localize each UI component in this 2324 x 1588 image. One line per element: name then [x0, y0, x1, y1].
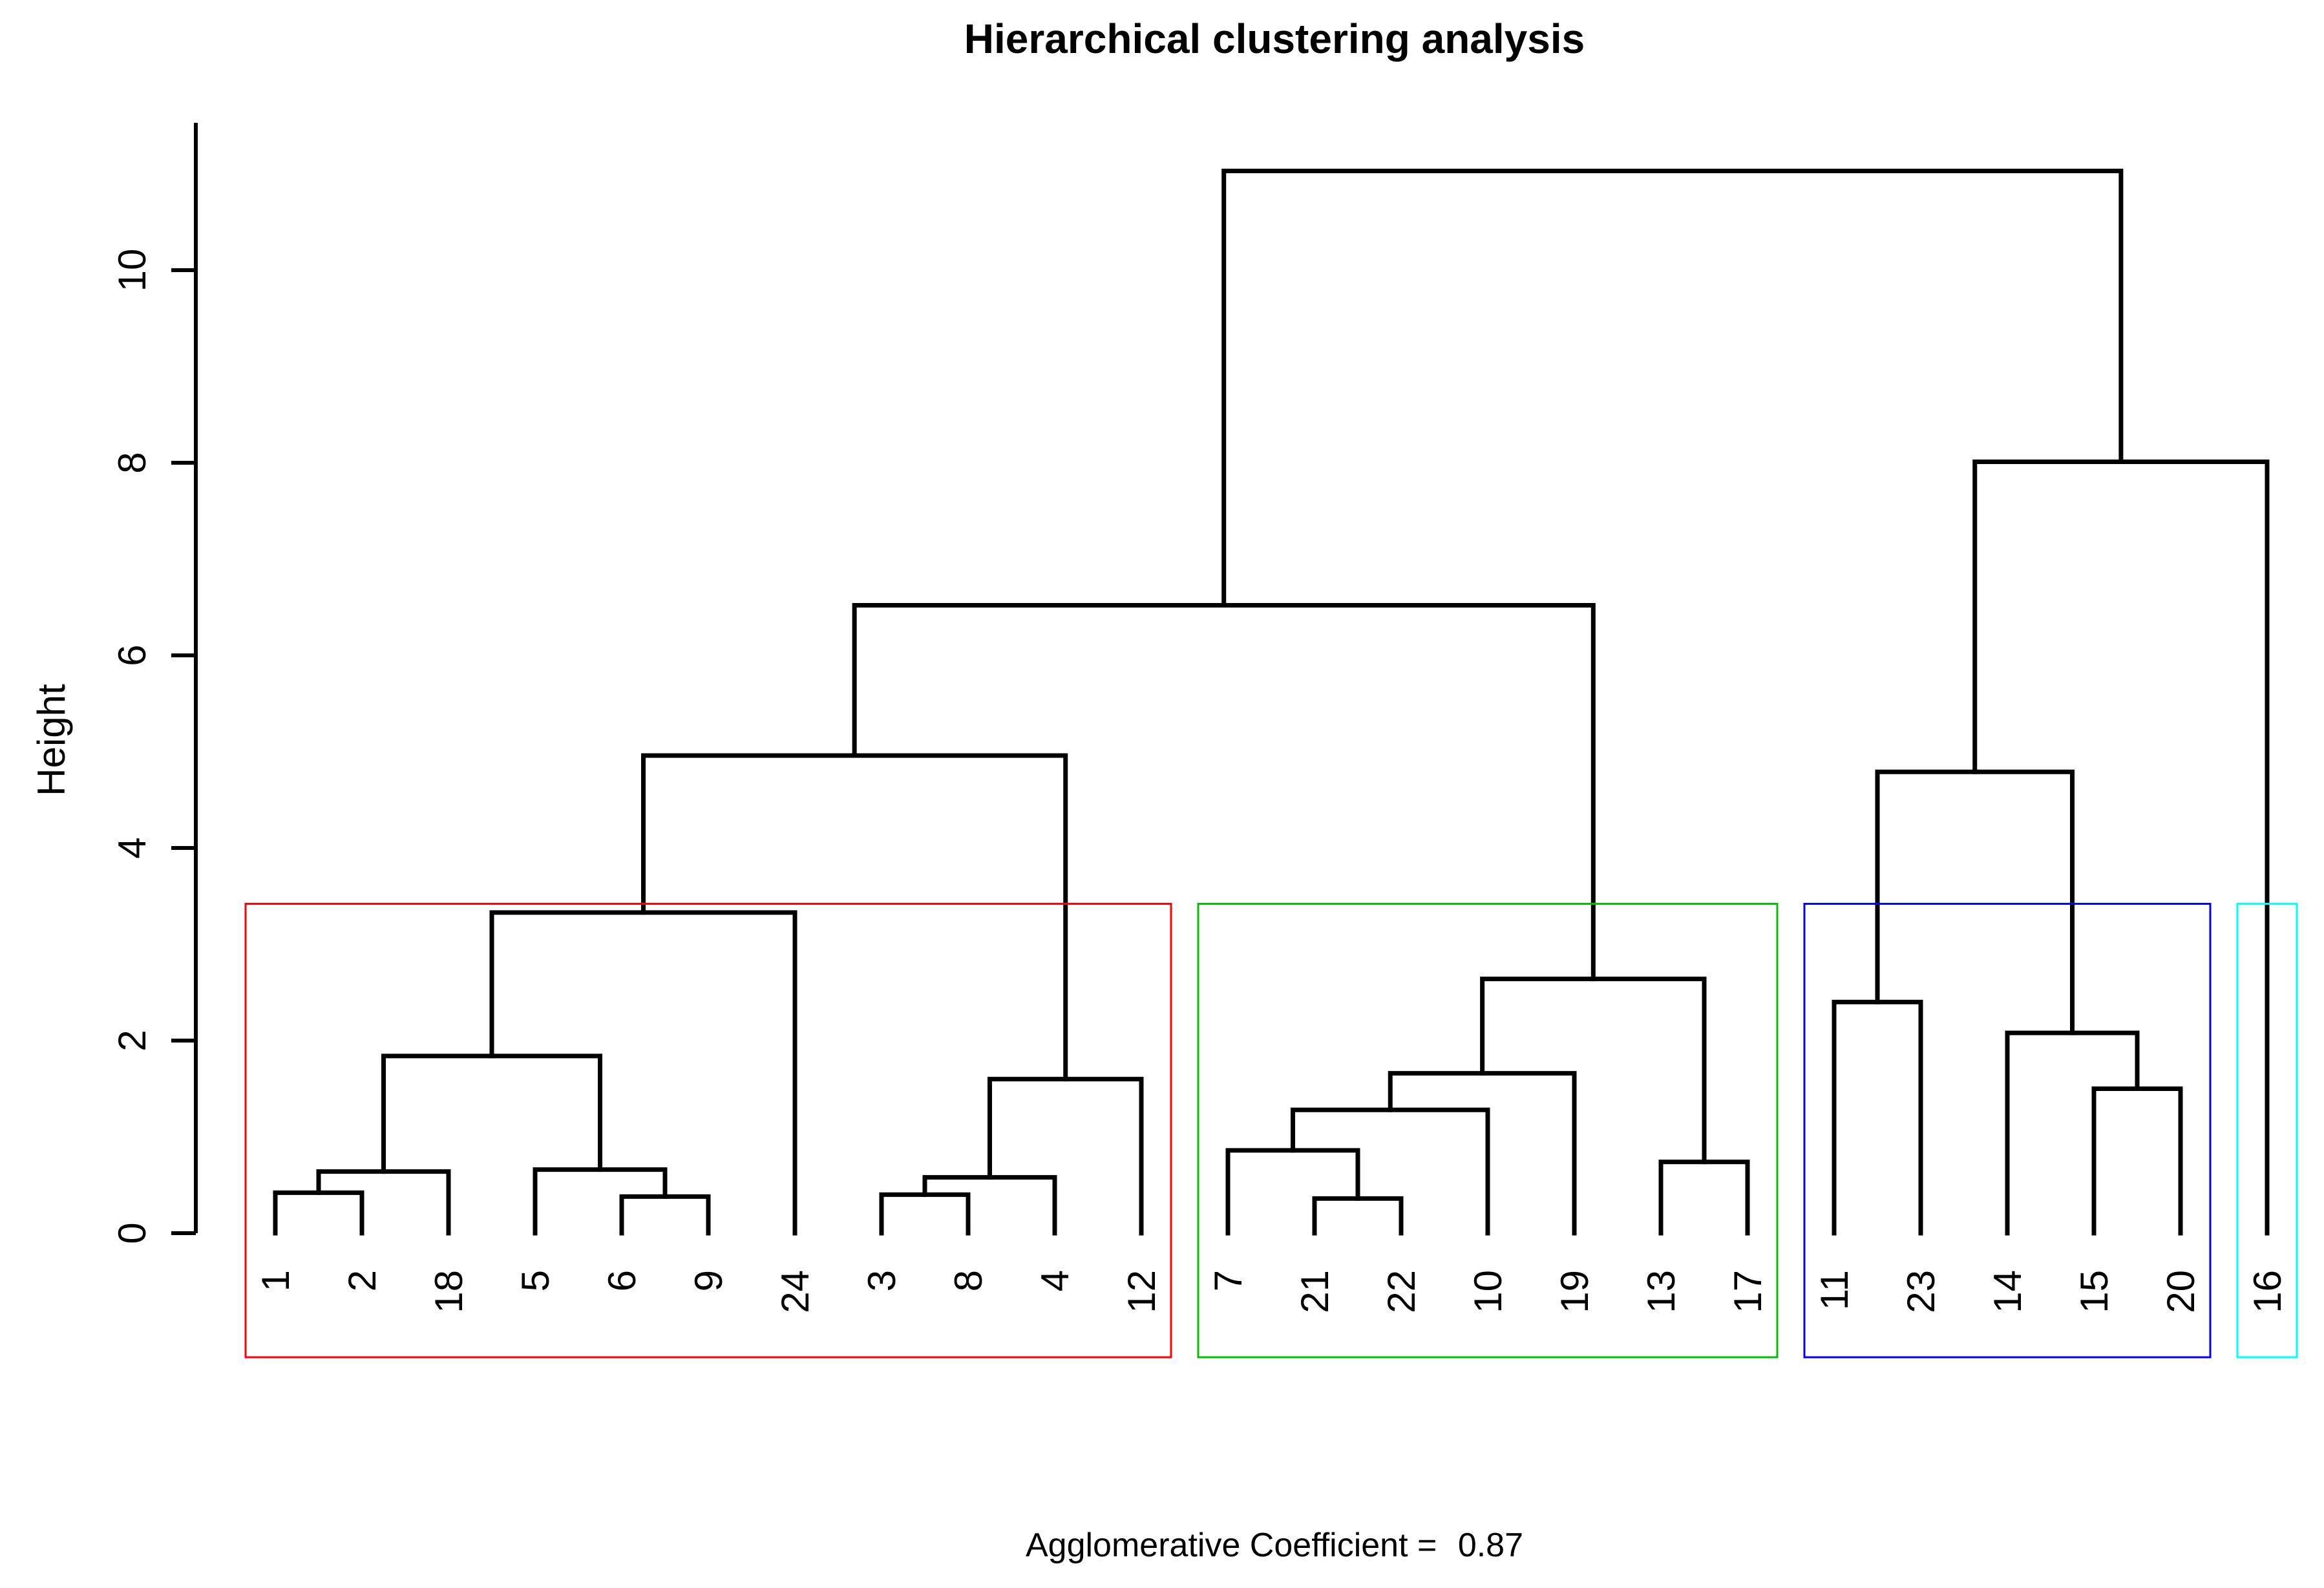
- leaf-label: 10: [1466, 1270, 1510, 1313]
- cluster-box-cluster-4: [2236, 902, 2298, 1359]
- dendrogram-branch-m20: [2005, 1030, 2140, 1236]
- dendrogram-branch-m16: [1480, 977, 1707, 1165]
- leaf-label: 20: [2159, 1270, 2203, 1313]
- leaf-labels: 1 2 18 5 6 9 24 3 8 4 12 7 21 22 10 19 13 17 11 23 14 15 20 16: [254, 1270, 2289, 1313]
- leaf-label: 5: [514, 1270, 557, 1291]
- dendrogram-branch-m14: [1388, 1071, 1577, 1236]
- leaf-label: 13: [1640, 1270, 1683, 1313]
- leaf-label: 12: [1120, 1270, 1163, 1313]
- leaf-label: 3: [860, 1270, 903, 1291]
- dendrogram-branch-m10: [641, 753, 1068, 1082]
- y-tick-label: 2: [111, 1030, 154, 1051]
- leaf-label: 6: [600, 1270, 644, 1291]
- leaf-label: 4: [1033, 1270, 1077, 1291]
- dendrogram-branch-m19: [2091, 1086, 2183, 1236]
- dendrogram-branch-m21: [1875, 769, 2075, 1035]
- leaf-label: 18: [427, 1270, 470, 1313]
- leaf-label: 21: [1293, 1270, 1336, 1313]
- dendrogram-branch-m12: [1225, 1148, 1360, 1236]
- dendrogram-branches: [273, 169, 2270, 1236]
- dendrogram-branch-m11: [1312, 1196, 1404, 1236]
- dendrogram-branch-m4: [533, 1167, 668, 1236]
- y-tick-label: 0: [111, 1222, 154, 1244]
- dendrogram-branch-m15: [1658, 1159, 1750, 1236]
- dendrogram-branch-m1: [273, 1190, 364, 1236]
- agglomerative-coefficient-label: Agglomerative Coefficient =: [1026, 1527, 1437, 1564]
- leaf-label: 15: [2073, 1270, 2116, 1313]
- chart-title: Hierarchical clustering analysis: [964, 16, 1585, 62]
- dendrogram-branch-m7: [879, 1192, 971, 1236]
- dendrogram-branch-m18: [1832, 999, 1923, 1236]
- leaf-label: 7: [1207, 1270, 1250, 1291]
- leaf-label: 22: [1380, 1270, 1423, 1313]
- y-tick-label: 4: [111, 837, 154, 858]
- dendrogram-branch-m5: [381, 1053, 602, 1174]
- cluster-box-cluster-2: [1197, 902, 1779, 1359]
- dendrogram-branch-m23: [1221, 169, 2124, 608]
- dendrogram-branch-m9: [988, 1077, 1144, 1236]
- dendrogram-branch-m13: [1291, 1107, 1490, 1236]
- y-axis: 0 2 4 6 8 10: [111, 123, 198, 1244]
- leaf-label: 2: [341, 1270, 384, 1291]
- y-tick-label: 8: [111, 452, 154, 473]
- y-axis-label: Height: [30, 684, 73, 796]
- agglomerative-coefficient-caption: Agglomerative Coefficient = 0.87: [1026, 1527, 1523, 1564]
- y-tick-label: 6: [111, 644, 154, 666]
- leaf-label: 17: [1726, 1270, 1769, 1313]
- leaf-label: 23: [1899, 1270, 1943, 1313]
- leaf-label: 14: [1986, 1270, 2029, 1313]
- y-tick-label: 10: [111, 249, 154, 292]
- dendrogram-branch-m22: [1972, 460, 2270, 1236]
- dendrogram-branch-m17: [852, 603, 1596, 982]
- cluster-box-cluster-1: [244, 902, 1172, 1359]
- leaf-label: 24: [774, 1270, 817, 1313]
- dendrogram-branch-m8: [922, 1175, 1057, 1236]
- cluster-box-cluster-3: [1803, 902, 2212, 1359]
- dendrogram-branch-m2: [316, 1169, 451, 1236]
- leaf-label: 1: [254, 1270, 297, 1291]
- leaf-label: 9: [687, 1270, 730, 1291]
- leaf-label: 16: [2246, 1270, 2289, 1313]
- dendrogram-branch-m3: [619, 1194, 711, 1236]
- leaf-label: 11: [1813, 1270, 1856, 1310]
- leaf-label: 8: [947, 1270, 990, 1291]
- cluster-boxes: [244, 902, 2298, 1359]
- agglomerative-coefficient-value: 0.87: [1458, 1527, 1523, 1564]
- leaf-label: 19: [1553, 1270, 1596, 1313]
